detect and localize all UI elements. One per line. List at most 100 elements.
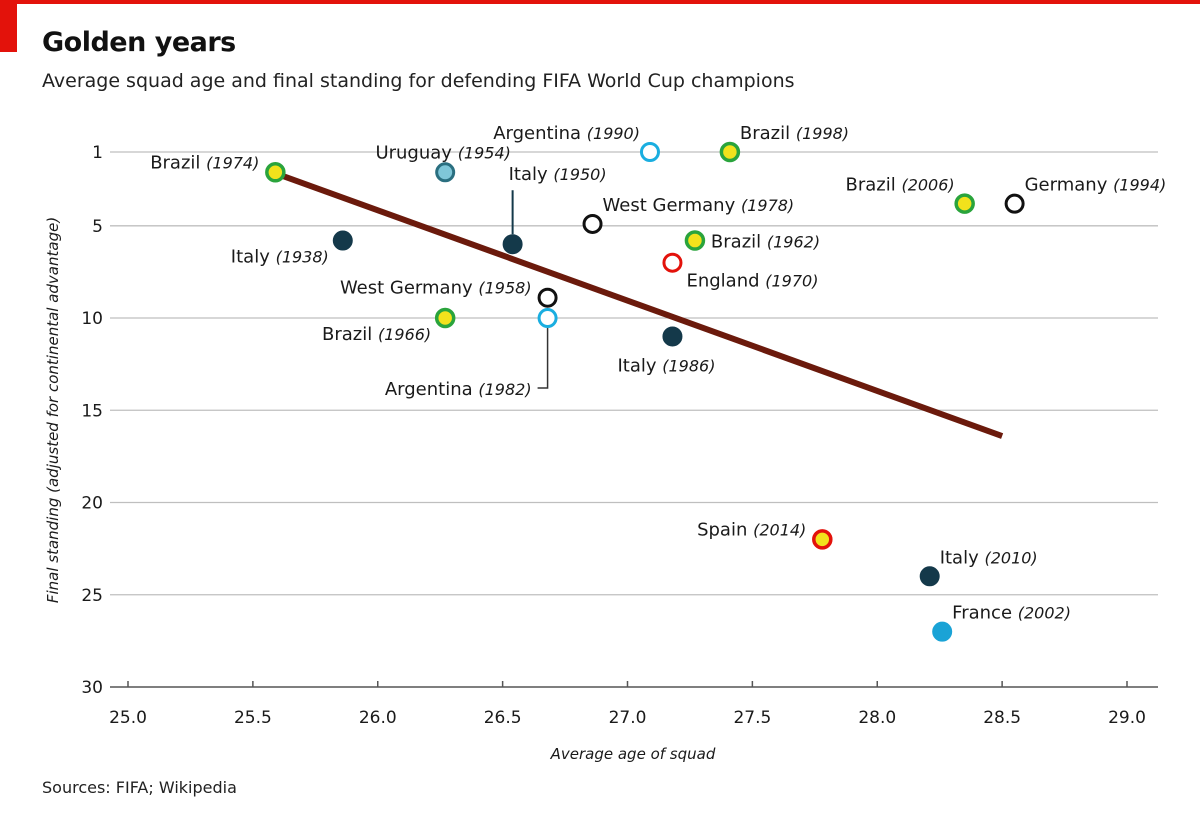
- x-tick-label: 28.0: [858, 708, 896, 728]
- x-tick-label: 28.5: [983, 708, 1021, 728]
- point-label: Brazil (1998): [740, 123, 849, 144]
- point-label: Germany (1994): [1025, 175, 1167, 196]
- point-label-country: Argentina: [493, 123, 587, 144]
- data-point: [332, 230, 353, 251]
- data-point: [537, 287, 558, 308]
- data-point: [662, 252, 683, 273]
- data-point: [434, 307, 456, 329]
- point-label-year: (1990): [587, 124, 640, 143]
- y-tick-label: 25: [81, 586, 103, 606]
- y-tick-label: 15: [81, 401, 103, 421]
- data-point: [662, 326, 683, 347]
- point-label-country: West Germany: [603, 195, 741, 216]
- data-point: [537, 308, 558, 329]
- point-label: Italy (1950): [509, 164, 607, 185]
- point-label: West Germany (1978): [603, 195, 795, 216]
- point-label-year: (1970): [765, 272, 818, 291]
- point-label-country: Argentina: [385, 379, 479, 400]
- leader-line: [537, 328, 549, 389]
- data-point: [265, 162, 286, 183]
- data-point: [435, 162, 456, 183]
- point-label-year: (1998): [796, 124, 849, 143]
- point-label-year: (2006): [901, 176, 954, 195]
- x-axis: 25.0 25.5 26.0 26.5 27.0 27.5 28.0 28.5 29.0: [109, 681, 1158, 728]
- y-axis-title: Final standing (adjusted for continental…: [44, 217, 62, 603]
- x-tick-label: 25.0: [109, 708, 147, 728]
- source-note: Sources: FIFA; Wikipedia: [42, 778, 237, 797]
- x-tick-label: 26.5: [484, 708, 522, 728]
- point-label-year: (1974): [206, 153, 259, 172]
- x-tick-label: 26.0: [359, 708, 397, 728]
- point-label-year: (1966): [378, 325, 431, 344]
- point-label-country: West Germany: [340, 278, 478, 299]
- point-label-country: Italy: [940, 547, 985, 568]
- chart-title: Golden years: [42, 27, 236, 58]
- data-point: [639, 142, 660, 162]
- point-label-year: (2014): [753, 520, 806, 539]
- x-tick-label: 27.5: [733, 708, 771, 728]
- y-tick-label: 20: [81, 494, 103, 514]
- point-label: France (2002): [952, 603, 1071, 624]
- x-tick-label: 27.0: [609, 708, 647, 728]
- y-tick-label: 30: [81, 678, 103, 698]
- point-label-country: Spain: [697, 519, 753, 540]
- point-label: Argentina (1990): [493, 123, 640, 144]
- point-label-country: Brazil: [711, 232, 767, 253]
- point-label: Uruguay (1954): [375, 142, 510, 163]
- data-point: [932, 621, 953, 642]
- point-label-year: (1938): [276, 248, 329, 267]
- trend-line: [276, 171, 1004, 439]
- point-label: Spain (2014): [697, 519, 806, 540]
- data-point: [812, 529, 833, 550]
- y-tick-label: 1: [92, 143, 103, 163]
- point-label: West Germany (1958): [340, 278, 532, 299]
- point-labels: Brazil (1974) Italy (1938) Uruguay (1954) B…: [150, 123, 1166, 624]
- point-label: Italy (1986): [617, 355, 715, 376]
- point-label: Brazil (2006): [846, 175, 955, 196]
- data-points: [265, 141, 1025, 642]
- point-label-year: (1950): [553, 165, 606, 184]
- data-point: [919, 566, 940, 587]
- point-label-country: Germany: [1025, 175, 1113, 196]
- point-label-country: Brazil: [846, 175, 902, 196]
- data-point: [954, 193, 975, 214]
- point-label-country: Italy: [231, 247, 276, 268]
- point-label-year: (1982): [478, 380, 531, 399]
- point-label-country: Uruguay: [375, 142, 457, 163]
- leader-lines: [511, 190, 549, 389]
- point-label: Brazil (1962): [711, 232, 820, 253]
- point-label: Argentina (1982): [385, 379, 532, 400]
- point-label-year: (1962): [767, 233, 820, 252]
- corner-accent-tab: [0, 0, 17, 52]
- point-label-year: (1954): [458, 143, 511, 162]
- grid-lines: [110, 151, 1158, 596]
- data-point: [502, 234, 523, 255]
- data-point: [684, 230, 706, 251]
- data-point: [1004, 193, 1025, 214]
- point-label: Brazil (1966): [322, 324, 431, 345]
- point-label-country: England: [686, 271, 765, 292]
- point-label: Italy (2010): [940, 547, 1038, 568]
- point-label: Brazil (1974): [150, 152, 259, 173]
- point-label-year: (1986): [662, 356, 715, 375]
- point-label-year: (1978): [741, 196, 794, 215]
- top-accent-bar: [0, 0, 1200, 4]
- point-label-country: Brazil: [740, 123, 796, 144]
- point-label-year: (2002): [1018, 604, 1071, 623]
- chart-subtitle: Average squad age and final standing for…: [42, 70, 795, 92]
- point-label-year: (1994): [1113, 176, 1166, 195]
- x-tick-label: 29.0: [1108, 708, 1146, 728]
- x-axis-title: Average age of squad: [550, 745, 716, 763]
- point-label-year: (1958): [478, 279, 531, 298]
- point-label: England (1970): [686, 271, 818, 292]
- point-label: Italy (1938): [231, 247, 329, 268]
- point-label-country: Italy: [617, 355, 662, 376]
- y-tick-label: 5: [92, 217, 103, 237]
- point-label-country: Brazil: [150, 152, 206, 173]
- point-label-country: Brazil: [322, 324, 378, 345]
- data-point: [582, 213, 603, 234]
- point-label-country: Italy: [509, 164, 554, 185]
- x-tick-label: 25.5: [234, 708, 272, 728]
